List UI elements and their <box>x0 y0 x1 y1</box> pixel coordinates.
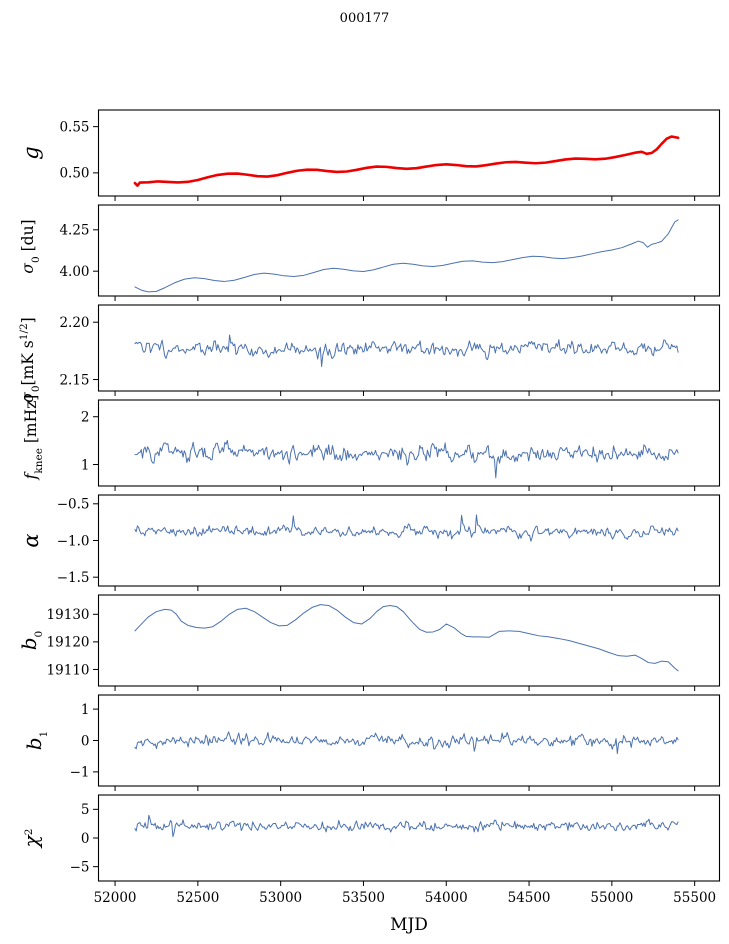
x-tick-label: 53000 <box>259 890 302 906</box>
y-axis-label-g: g <box>19 146 43 159</box>
series-b0 <box>134 604 679 672</box>
y-axis-label-b0: b0 <box>17 631 45 651</box>
panel-fkneemHz-3: 12 <box>81 399 721 491</box>
panel-g-0: 0.50 0.55 <box>59 109 721 201</box>
panel-frame <box>97 109 721 197</box>
x-tick-label: 53500 <box>342 890 385 906</box>
y-axis-label-b1: b1 <box>22 731 50 751</box>
y-tick-label: 2 <box>81 410 90 426</box>
y-axis-label-fknee: fknee [mHz] <box>22 395 45 481</box>
y-tick-label: 0.50 <box>59 166 89 182</box>
svg-text:b1: b1 <box>22 731 50 751</box>
y-axis-label-chi2: χ2 <box>19 829 43 850</box>
svg-text:fknee [mHz]: fknee [mHz] <box>22 395 45 481</box>
panel-frame <box>97 399 721 487</box>
y-tick-label: 4.25 <box>59 223 89 239</box>
y-tick-label: 19110 <box>47 662 90 678</box>
svg-text:σ0 [du]: σ0 [du] <box>19 219 42 273</box>
y-tick-label: 0 <box>81 831 90 847</box>
y-tick-label: 2.20 <box>59 315 89 331</box>
series-g-data <box>133 135 680 187</box>
x-tick-label: 54500 <box>508 890 551 906</box>
y-tick-label: −1 <box>70 765 90 781</box>
x-tick-label: 52500 <box>176 890 219 906</box>
svg-text:α: α <box>19 533 43 547</box>
y-axis-label-sigma0-du: σ0 [du] <box>19 219 42 273</box>
series-chi2 <box>134 814 679 838</box>
y-tick-label: −0.5 <box>57 497 90 513</box>
y-tick-label: 2.15 <box>59 372 89 388</box>
panel--4: −0.5 −1.0 −1.5 <box>57 494 721 591</box>
panel-frame <box>97 204 721 297</box>
panel-frame <box>97 304 721 392</box>
svg-text:b0: b0 <box>17 631 45 651</box>
panel-mKs12-2: 2.15 2.20 <box>59 304 721 396</box>
series-sigma0-du <box>134 219 679 293</box>
svg-text:σ0[mK s1/2]: σ0[mK s1/2] <box>18 317 42 402</box>
panel-b-6: −1 0 1 <box>70 694 721 791</box>
series-b1 <box>134 731 679 755</box>
svg-text:χ2: χ2 <box>19 829 43 850</box>
panel--7: −5 0 5 <box>70 794 721 886</box>
y-tick-label: −1.5 <box>57 570 90 586</box>
y-tick-label: 19120 <box>47 635 90 651</box>
y-tick-label: −1.0 <box>57 533 90 549</box>
y-tick-label: 19130 <box>47 607 90 623</box>
x-tick-label: 52000 <box>94 890 137 906</box>
y-tick-label: 0.55 <box>59 119 89 135</box>
x-tick-label: 55500 <box>673 890 716 906</box>
y-tick-label: 4.00 <box>59 264 89 280</box>
y-axis-label-sigma0-mk: σ0[mK s1/2] <box>18 317 42 402</box>
y-axis-label-alpha: α <box>19 533 43 547</box>
x-tick-label: 54000 <box>425 890 468 906</box>
y-tick-label: −5 <box>70 859 90 875</box>
x-tick-label: 55000 <box>590 890 633 906</box>
figure-title: 000177 <box>340 11 390 26</box>
y-tick-label: 0 <box>81 733 90 749</box>
svg-text:g: g <box>19 146 43 159</box>
panel-frame <box>97 594 721 687</box>
panel-du-1: 4.00 4.25 <box>59 204 721 301</box>
y-tick-label: 1 <box>81 457 90 473</box>
x-axis-label: MJD <box>390 915 428 935</box>
series-fknee <box>134 439 679 479</box>
series-sigma0-mk <box>134 334 679 368</box>
series-alpha <box>134 514 679 542</box>
y-tick-label: 1 <box>81 702 90 718</box>
panel-b-5: 19110 19120 19130 <box>47 594 721 691</box>
y-tick-label: 5 <box>81 802 90 818</box>
